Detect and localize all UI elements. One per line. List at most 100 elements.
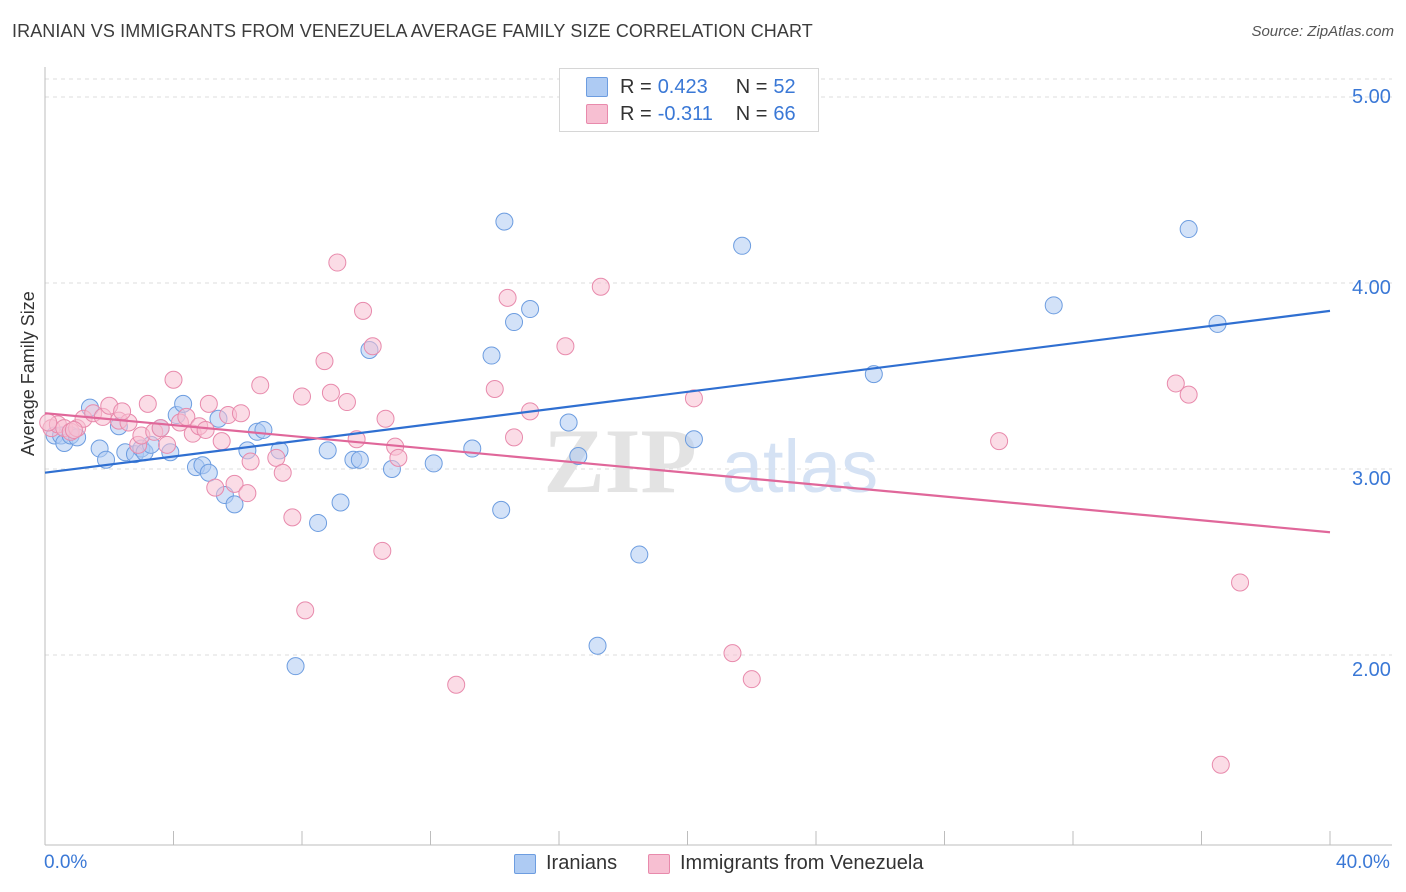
y-tick-label-4: 4.00 (1352, 277, 1391, 299)
venezuela-point (447, 675, 466, 694)
venezuela-point (39, 413, 58, 432)
venezuela-point (138, 394, 157, 413)
venezuela-point (328, 253, 347, 272)
iranian-point (482, 346, 501, 365)
venezuela-point (199, 394, 218, 413)
data-points (39, 212, 1250, 774)
bottom-legend-label-1: Iranians (546, 852, 618, 874)
venezuela-point (485, 380, 504, 399)
venezuela-point (151, 419, 170, 438)
legend: R = 0.423 N = 52 R = -0.311 N = 66 (559, 68, 819, 132)
iranian-point (521, 300, 540, 319)
venezuela-point (321, 383, 340, 402)
iranian-point (350, 450, 369, 469)
legend-row-series2: R = -0.311 N = 66 (586, 102, 796, 126)
iranian-point (630, 545, 649, 564)
grid-lines (45, 78, 1392, 656)
venezuela-point (1179, 385, 1198, 404)
venezuela-point (505, 428, 524, 447)
venezuela-point (389, 448, 408, 467)
bottom-legend-swatch-blue (514, 853, 536, 874)
venezuela-point (251, 376, 270, 395)
iranian-point (559, 413, 578, 432)
venezuela-point (315, 352, 334, 371)
iranian-trend-line (44, 309, 1331, 474)
watermark-atlas: atlas (722, 425, 878, 508)
venezuela-point (990, 432, 1009, 451)
legend-r-value-2: -0.311 (657, 102, 713, 125)
iranian-point (199, 463, 218, 482)
venezuela-point (296, 601, 315, 620)
venezuela-point (196, 420, 215, 439)
venezuela-point (354, 301, 373, 320)
legend-n-label-2: N = (735, 102, 768, 125)
venezuela-point (273, 463, 292, 482)
venezuela-point (556, 337, 575, 356)
venezuela-point (723, 644, 742, 663)
iranian-point (463, 439, 482, 458)
iranian-point (318, 441, 337, 460)
chart-title: IRANIAN VS IMMIGRANTS FROM VENEZUELA AVE… (12, 21, 813, 41)
venezuela-point (241, 452, 260, 471)
iranian-point (1179, 220, 1198, 239)
iranian-point (492, 500, 511, 519)
iranian-point (424, 454, 443, 473)
venezuela-point (376, 409, 395, 428)
venezuela-point (206, 478, 225, 497)
iranian-point (505, 313, 524, 332)
x-tick-label-max: 40.0% (1336, 852, 1390, 873)
venezuela-point (1166, 374, 1185, 393)
legend-n-label-1: N = (735, 75, 768, 98)
venezuela-point (267, 448, 286, 467)
venezuela-trend-line (44, 412, 1331, 534)
legend-r-value-1: 0.423 (657, 75, 708, 98)
y-tick-label-2: 2.00 (1352, 659, 1391, 681)
venezuela-point (158, 435, 177, 454)
legend-row-series1: R = 0.423 N = 52 (586, 75, 796, 99)
iranian-point (733, 236, 752, 255)
venezuela-point (238, 484, 257, 503)
iranian-point (684, 430, 703, 449)
venezuela-point (212, 432, 231, 451)
venezuela-point (64, 420, 83, 439)
y-tick-label-5: 5.00 (1352, 86, 1391, 108)
venezuela-point (337, 393, 356, 412)
iranian-point (286, 657, 305, 676)
iranian-point (225, 495, 244, 514)
iranian-point (495, 212, 514, 231)
venezuela-point (1231, 573, 1250, 592)
venezuela-point (113, 402, 132, 421)
venezuela-point (498, 288, 517, 307)
legend-swatch-pink (586, 104, 608, 124)
bottom-legend-swatch-pink (648, 853, 670, 874)
iranian-point (331, 493, 350, 512)
venezuela-point (293, 387, 311, 406)
venezuela-point (373, 541, 392, 560)
iranian-point (569, 446, 588, 465)
iranian-point (309, 513, 328, 532)
legend-n-value-2: 66 (773, 102, 796, 125)
axes (44, 67, 1392, 846)
trend-lines (44, 309, 1331, 534)
venezuela-point (742, 670, 761, 689)
source-label: Source: ZipAtlas.com (1251, 23, 1394, 40)
legend-swatch-blue (586, 77, 608, 97)
y-axis-title: Average Family Size (18, 291, 38, 456)
venezuela-point (684, 389, 703, 408)
iranian-point (588, 636, 607, 655)
watermark: ZIP atlas (543, 410, 878, 512)
venezuela-point (591, 277, 610, 296)
venezuela-point (225, 474, 244, 493)
bottom-legend-iranians: Iranians (514, 852, 617, 875)
y-tick-label-3: 3.00 (1352, 468, 1391, 490)
venezuela-point (164, 370, 183, 389)
venezuela-point (283, 508, 302, 527)
bottom-legend-label-2: Immigrants from Venezuela (680, 852, 924, 874)
legend-n-value-1: 52 (773, 75, 796, 98)
legend-r-label-1: R = (620, 75, 652, 98)
iranian-point (1044, 296, 1063, 315)
venezuela-point (231, 404, 250, 423)
venezuela-point (363, 337, 382, 356)
iranian-point (254, 420, 273, 439)
